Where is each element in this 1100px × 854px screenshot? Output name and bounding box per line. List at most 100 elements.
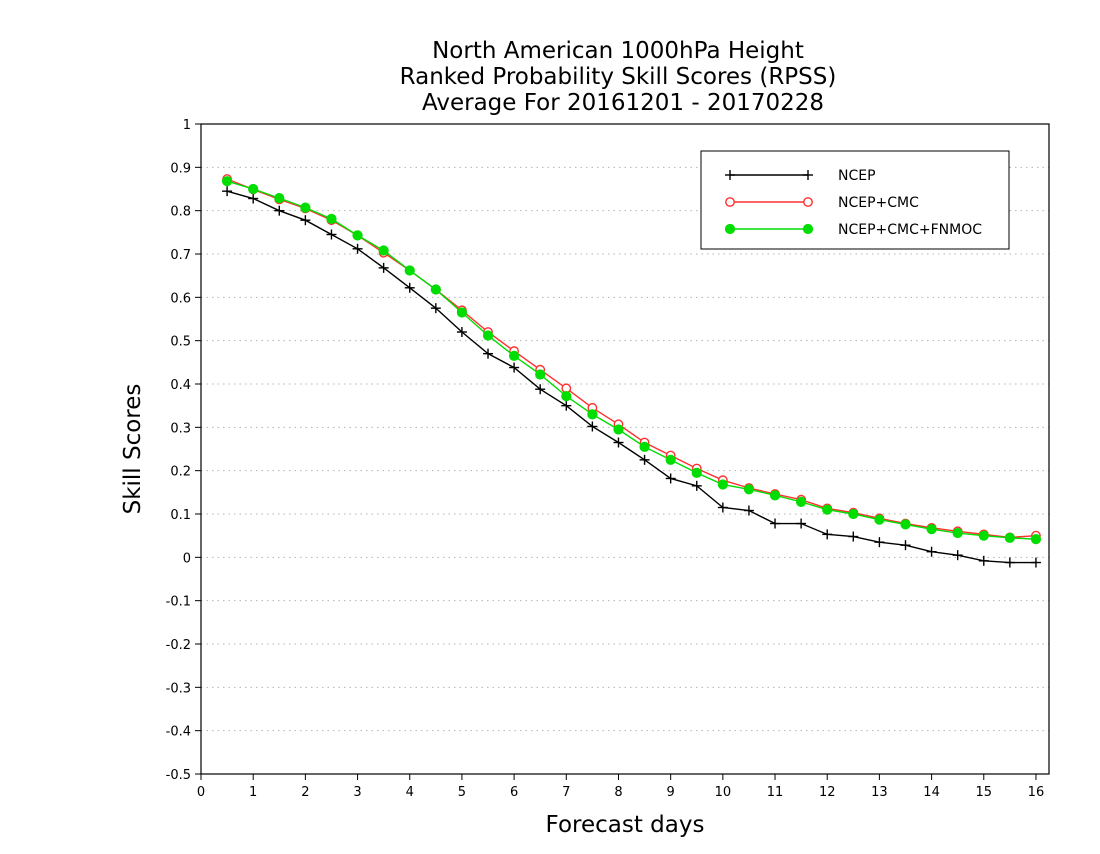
data-point [561,400,572,411]
x-tick-label: 11 [767,785,784,800]
data-point [430,284,441,295]
data-point [482,330,494,341]
data-point [326,229,337,240]
data-point [770,518,781,529]
data-point [456,307,468,318]
data-point [665,473,676,484]
data-point [378,245,389,256]
data-point [665,454,676,465]
y-tick-label: 0.2 [170,465,191,480]
data-point [978,555,989,566]
legend-marker [802,223,814,235]
data-point [352,230,363,241]
gridlines [201,166,1049,732]
data-point [796,496,807,507]
y-tick-label: -0.5 [166,768,191,783]
data-point [1004,532,1015,543]
legend-marker [725,197,735,207]
data-point [848,531,859,542]
data-point [952,527,963,539]
legend-label: NCEP+CMC [838,195,919,211]
data-point [978,530,989,541]
data-point [404,265,415,276]
legend-box [700,150,1010,250]
legend-entry: NCEP+CMC [725,195,919,211]
x-tick-label: 0 [197,785,205,800]
data-point [796,518,807,529]
data-point [221,176,233,187]
series-ncep-cmc-fnmoc [221,176,1042,545]
y-tick-label: 0.7 [170,248,191,263]
legend-entry: NCEP [725,168,876,184]
data-point [587,421,598,432]
series-lines [221,174,1042,568]
y-tick-label: -0.4 [166,725,191,740]
x-tick-label: 14 [923,785,940,800]
legend-entry: NCEP+CMC+FNMOC [724,222,982,238]
x-tick-label: 16 [1028,785,1045,800]
y-tick-label: -0.2 [166,638,191,653]
title-line-3: Average For 20161201 - 20170228 [422,90,824,116]
data-point [483,348,494,359]
x-tick-label: 13 [871,785,888,800]
title-line-2: Ranked Probability Skill Scores (RPSS) [400,64,837,90]
data-point [926,524,937,535]
y-axis-label: Skill Scores [120,384,146,515]
legend: NCEP NCEP+CMC NCEP+CMC+FNMOC [700,150,1010,250]
y-tick-label: 0.4 [170,378,191,393]
legend-marker [803,197,813,207]
y-tick-label: 0.3 [170,421,191,436]
data-point [248,193,259,204]
data-point [900,519,911,530]
x-tick-label: 6 [510,785,518,800]
legend-marker [803,170,813,180]
data-point [743,484,755,495]
legend-marker [725,170,735,180]
y-tick-label: 0.5 [170,335,191,350]
data-point [691,467,702,478]
data-point [717,502,728,513]
series-ncep [222,186,1041,568]
data-point [300,215,311,226]
data-point [691,480,702,491]
title-line-1: North American 1000hPa Height [432,38,804,64]
data-point [561,391,572,402]
data-point [248,183,259,195]
data-point [456,327,467,337]
data-point [1030,557,1041,568]
x-tick-label: 4 [406,785,414,800]
data-point [848,508,859,520]
y-axis-ticks: -0.5 -0.4 -0.3 -0.2 -0.1 0 0.1 0.2 0.3 0.4 0.5 0.6 0… [166,118,201,783]
data-point [352,243,363,254]
data-point [222,186,233,197]
data-point [822,504,833,515]
data-point [717,479,728,490]
data-point [1004,557,1015,568]
x-tick-label: 5 [458,785,466,800]
y-tick-label: 0 [183,551,191,566]
legend-marker [724,223,736,235]
data-point [509,362,520,373]
chart-title: North American 1000hPa Height Ranked Pro… [400,38,837,116]
data-point [430,303,441,314]
data-point [535,369,546,380]
data-point [952,550,963,561]
x-tick-label: 8 [614,785,622,800]
data-point [822,529,833,540]
data-point [587,409,598,420]
x-tick-label: 9 [667,785,675,800]
data-point [1030,534,1042,545]
data-point [743,505,754,516]
y-tick-label: -0.1 [166,595,191,610]
data-point [378,262,389,273]
data-point [900,540,911,551]
x-tick-label: 2 [301,785,309,800]
data-point [613,437,624,448]
plot-frame [200,123,1050,775]
data-point [274,205,285,216]
x-axis-ticks: 0 1 2 3 4 5 6 7 8 9 10 11 12 13 14 15 16 [197,774,1044,800]
data-point [535,384,546,395]
y-tick-label: 0.8 [170,205,191,220]
